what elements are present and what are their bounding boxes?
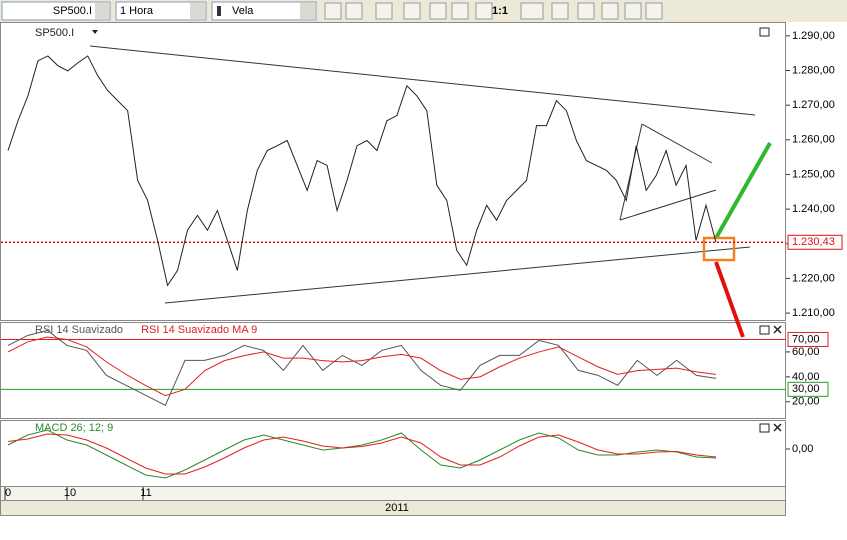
chart-style: Vela — [232, 5, 254, 17]
series-line — [7, 433, 717, 475]
pen-tool[interactable] — [577, 2, 595, 20]
info-tool[interactable] — [429, 2, 447, 20]
bull-arrow — [714, 142, 772, 239]
y-tick-label: 20,00 — [792, 396, 820, 408]
y-tick-label: 1.270,00 — [792, 99, 835, 111]
symbol: SP500.I — [53, 5, 92, 17]
year-label: 2011 — [385, 502, 409, 514]
x-tick-label: 11 — [140, 487, 151, 499]
level-box — [787, 381, 829, 397]
level-label: 70,00 — [792, 333, 820, 345]
zoom-1-1[interactable]: 1:1 — [492, 5, 508, 17]
y-tick-label: 60,00 — [792, 346, 820, 358]
year-axis — [0, 500, 786, 516]
legend-dropdown[interactable] — [92, 30, 98, 34]
close-button[interactable] — [773, 325, 782, 432]
legend-entry: RSI 14 Suavizado MA 9 — [141, 324, 257, 336]
candle-icon — [217, 6, 221, 16]
y-tick-label: 1.290,00 — [792, 30, 835, 42]
settings-tool[interactable] — [624, 2, 642, 20]
last-price-label: 1.230,43 — [792, 236, 835, 248]
bear-arrow — [714, 261, 745, 338]
series-line — [7, 336, 717, 397]
series-line — [7, 329, 717, 406]
macd-panel — [0, 420, 786, 487]
zoom-out[interactable] — [475, 2, 493, 20]
price-panel — [0, 22, 786, 321]
magnet-tool[interactable] — [645, 2, 663, 20]
level-label: 30,00 — [792, 383, 820, 395]
object-tool[interactable] — [601, 2, 619, 20]
zoom-in[interactable] — [451, 2, 469, 20]
y-tick-label: 1.220,00 — [792, 272, 835, 284]
panel-buttons — [759, 27, 770, 433]
y-tick-label: 40,00 — [792, 371, 820, 383]
legend-entry: RSI 14 Suavizado — [35, 324, 123, 336]
x-tick-label: 0 — [5, 487, 11, 499]
y-tick-label: 0,00 — [792, 443, 813, 455]
trendline — [164, 246, 751, 304]
legend-entry: MACD 26; 12; 9 — [35, 422, 113, 434]
y-tick-label: 1.240,00 — [792, 203, 835, 215]
rsi-panel — [0, 322, 786, 419]
timeframe-box[interactable] — [115, 1, 207, 21]
trendlines — [89, 45, 756, 304]
trendline — [89, 45, 756, 116]
x-tick-label: 10 — [64, 487, 76, 499]
trendline — [641, 123, 713, 164]
value-axis-area — [786, 22, 847, 516]
style-box[interactable] — [211, 1, 317, 21]
dropdown-button[interactable] — [300, 3, 315, 19]
toolbar-icons — [324, 2, 663, 20]
dropdown-button[interactable] — [190, 3, 205, 19]
y-tick-label: 1.210,00 — [792, 307, 835, 319]
y-tick-label: 1.280,00 — [792, 64, 835, 76]
crosshair-tool[interactable] — [345, 2, 363, 20]
indicator-tool[interactable] — [375, 2, 393, 20]
legend-entry: SP500.I — [35, 27, 74, 39]
trendline-tool[interactable] — [520, 2, 544, 20]
cursor-tool[interactable] — [324, 2, 342, 20]
dropdown-button[interactable] — [95, 3, 109, 19]
maximize-button[interactable] — [759, 423, 770, 433]
y-tick-label: 1.260,00 — [792, 134, 835, 146]
series-line — [7, 55, 717, 287]
trendline — [619, 189, 717, 221]
grid-tool[interactable] — [403, 2, 421, 20]
symbol-box[interactable] — [1, 1, 111, 21]
maximize-button[interactable] — [759, 27, 770, 37]
timeframe: 1 Hora — [120, 5, 154, 17]
time-axis — [0, 486, 786, 501]
maximize-button[interactable] — [759, 325, 770, 335]
series-line — [7, 429, 717, 479]
y-tick-label: 1.250,00 — [792, 168, 835, 180]
last-price-box — [787, 234, 843, 250]
level-box — [787, 331, 829, 347]
eraser-tool[interactable] — [551, 2, 569, 20]
highlight-box — [702, 236, 736, 262]
